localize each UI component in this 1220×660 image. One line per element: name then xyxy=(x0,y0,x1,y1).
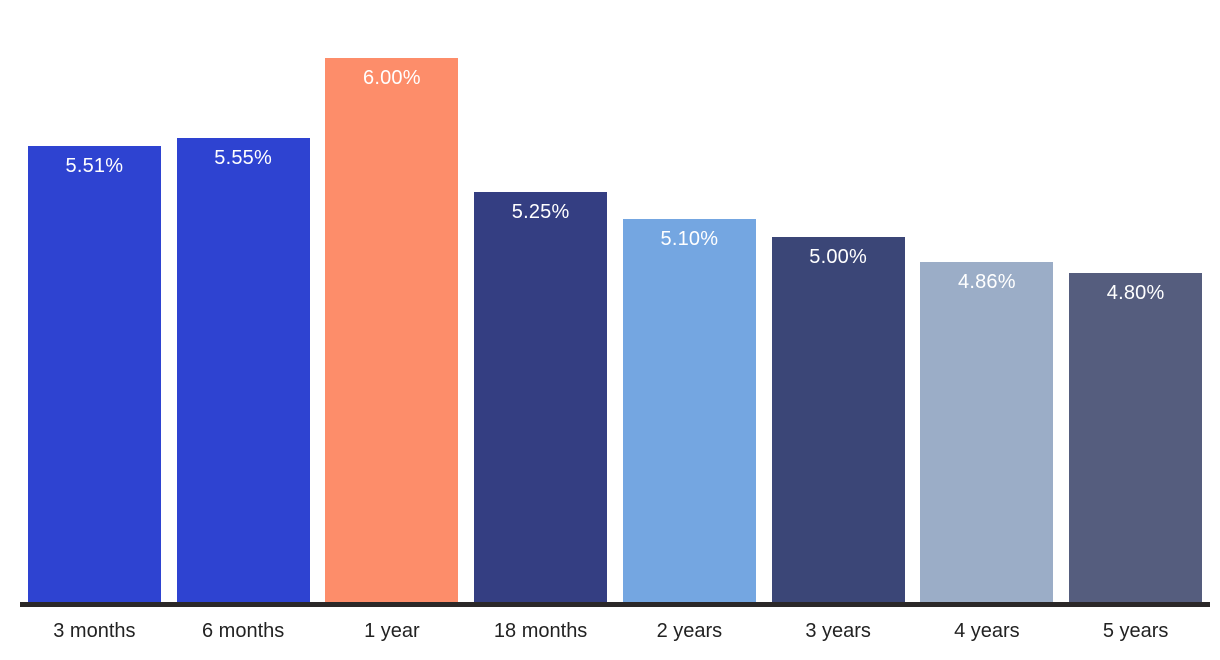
x-tick-label: 4 years xyxy=(954,620,1020,642)
bar-cell: 5.55% xyxy=(169,0,318,602)
bar-value-label: 5.10% xyxy=(660,228,719,250)
bar-cell: 5.00% xyxy=(764,0,913,602)
x-tick-label: 18 months xyxy=(493,620,588,642)
x-tick-label: 3 years xyxy=(805,620,871,642)
bar-cell: 5.10% xyxy=(615,0,764,602)
x-tick-label: 3 months xyxy=(53,620,136,642)
bar-value-label: 4.86% xyxy=(958,271,1016,293)
bar-18-months: 5.25% xyxy=(474,192,608,602)
bar-value-label: 6.00% xyxy=(363,67,421,89)
bars-row: 5.51% 5.55% 6.00% 5.25% 5.10% 5.00% 4.86% 4.80% xyxy=(20,0,1210,602)
x-tick-label: 5 years xyxy=(1102,620,1169,642)
bar-cell: 4.80% xyxy=(1061,0,1210,602)
bar-value-label: 4.80% xyxy=(1106,282,1165,304)
x-tick-label: 6 months xyxy=(201,620,285,642)
bar-2-years: 5.10% xyxy=(622,219,756,602)
x-axis-ticks: 3 months 6 months 1 year 18 months 2 years 3 … xyxy=(20,618,1210,644)
bar-cell: 5.25% xyxy=(466,0,615,602)
bar-5-years: 4.80% xyxy=(1069,273,1203,602)
x-tick-label: 2 years xyxy=(656,620,723,642)
bar-cell: 4.86% xyxy=(913,0,1062,602)
x-tick-label: 1 year xyxy=(364,620,420,642)
bar-4-years: 4.86% xyxy=(920,262,1054,602)
bar-value-label: 5.55% xyxy=(214,147,272,169)
bar-6-months: 5.55% xyxy=(176,138,310,602)
bar-1-year: 6.00% xyxy=(325,58,459,602)
bar-value-label: 5.00% xyxy=(809,246,867,268)
bar-value-label: 5.51% xyxy=(65,155,124,177)
bar-value-label: 5.25% xyxy=(511,201,570,223)
bar-cell: 6.00% xyxy=(318,0,467,602)
bar-3-months: 5.51% xyxy=(27,146,161,602)
bar-cell: 5.51% xyxy=(20,0,169,602)
x-axis-line xyxy=(20,602,1210,607)
bar-3-years: 5.00% xyxy=(771,237,905,602)
